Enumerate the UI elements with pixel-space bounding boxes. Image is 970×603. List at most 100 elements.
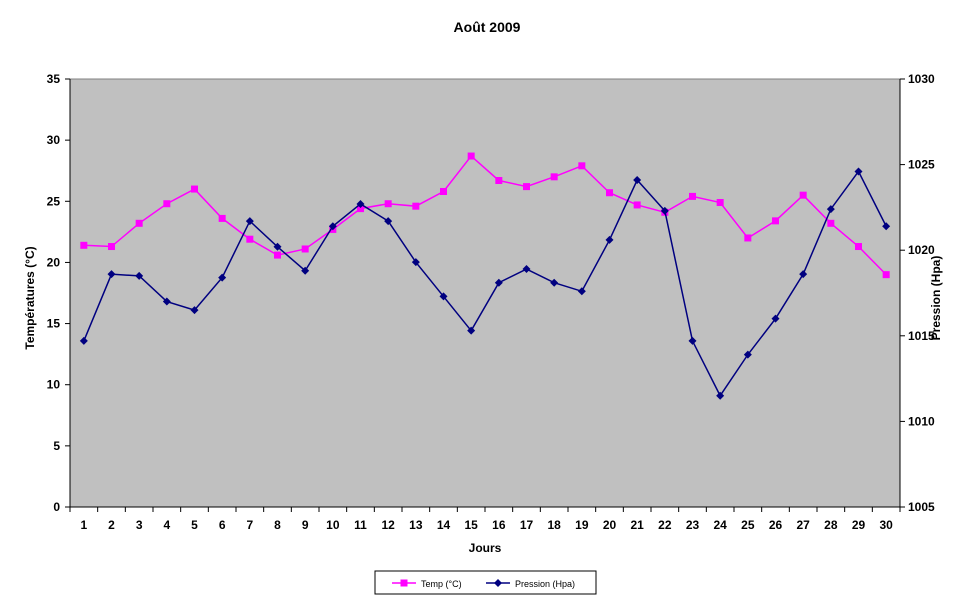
temp-point <box>135 219 143 227</box>
left-tick-label: 35 <box>47 72 61 86</box>
right-tick-label: 1020 <box>908 243 935 257</box>
pression-point <box>356 199 365 208</box>
right-axis: 1005 1010 1015 1020 1025 1030 <box>899 72 935 514</box>
x-tick-label: 2 <box>108 518 115 532</box>
temp-point <box>357 205 364 213</box>
pression-point <box>854 167 863 176</box>
right-tick-label: 1015 <box>908 329 935 343</box>
temp-point <box>218 214 226 222</box>
temp-point <box>855 243 862 251</box>
x-tick-label: 9 <box>302 518 309 532</box>
pression-point <box>577 287 586 296</box>
x-tick-label: 19 <box>575 518 589 532</box>
x-tick-label: 4 <box>163 518 170 532</box>
legend-marker-pression <box>494 579 502 587</box>
temp-point <box>799 191 807 199</box>
pression-point <box>190 306 199 315</box>
pression-point <box>633 176 642 185</box>
series-layer <box>79 152 891 400</box>
y-axis-left-title: Températures (°C) <box>23 246 37 349</box>
x-tick-label: 12 <box>381 518 395 532</box>
pression-point <box>467 326 476 335</box>
x-tick-label: 30 <box>879 518 893 532</box>
pression-point <box>550 278 559 287</box>
pression-point <box>660 206 669 215</box>
pression-point <box>384 217 393 226</box>
x-tick-label: 26 <box>769 518 783 532</box>
x-tick-label: 25 <box>741 518 755 532</box>
temp-point <box>108 243 115 251</box>
x-tick-label: 23 <box>686 518 700 532</box>
pression-point <box>162 297 171 306</box>
left-tick-label: 30 <box>47 133 61 147</box>
pression-point <box>882 222 891 231</box>
temp-point <box>163 200 171 208</box>
pression-point <box>522 265 531 274</box>
pression-point <box>273 242 282 251</box>
temp-point <box>246 235 254 243</box>
x-tick-label: 6 <box>219 518 226 532</box>
x-tick-label: 11 <box>354 518 367 532</box>
temp-point <box>827 219 835 227</box>
x-tick-label: 8 <box>274 518 281 532</box>
x-tick-label: 24 <box>713 518 727 532</box>
left-tick-label: 25 <box>47 194 61 208</box>
temp-point <box>495 176 503 184</box>
x-tick-label: 3 <box>136 518 143 532</box>
pression-point <box>79 336 88 345</box>
legend-box <box>374 570 597 595</box>
pression-point <box>494 278 503 287</box>
x-tick-label: 5 <box>191 518 198 532</box>
temp-point <box>716 199 724 207</box>
right-tick-label: 1005 <box>908 500 935 514</box>
temp-point <box>191 185 198 193</box>
chart-title: Août 2009 <box>454 19 521 35</box>
temp-point <box>80 241 88 249</box>
temp-point <box>689 192 696 200</box>
pression-point <box>771 314 780 323</box>
x-tick-label: 1 <box>80 518 87 532</box>
pression-point <box>716 391 725 400</box>
temp-point <box>440 188 447 196</box>
temp-point <box>578 162 586 170</box>
left-tick-label: 10 <box>47 378 61 392</box>
pression-point <box>218 273 227 282</box>
x-tick-label: 16 <box>492 518 506 532</box>
right-tick-label: 1030 <box>908 72 935 86</box>
pression-point <box>107 270 116 279</box>
x-tick-label: 15 <box>464 518 478 532</box>
temp-point <box>606 189 613 197</box>
x-tick-label: 22 <box>658 518 672 532</box>
pression-point <box>411 258 420 267</box>
left-tick-label: 15 <box>47 317 61 331</box>
x-tick-label: 27 <box>796 518 810 532</box>
temp-point <box>274 251 281 259</box>
x-tick-label: 10 <box>326 518 340 532</box>
pression-point <box>743 350 752 359</box>
x-tick-label: 18 <box>547 518 561 532</box>
temp-point <box>384 200 392 208</box>
right-tick-label: 1010 <box>908 414 935 428</box>
legend-marker-temp <box>400 579 408 587</box>
left-tick-label: 0 <box>53 500 60 514</box>
temp-point <box>467 152 475 160</box>
temp-point <box>412 202 420 210</box>
temp-point <box>772 217 779 225</box>
x-tick-label: 14 <box>437 518 451 532</box>
pression-point <box>439 292 448 301</box>
temp-point <box>744 234 752 242</box>
pression-point <box>328 222 337 231</box>
pression-point <box>245 217 254 226</box>
right-tick-label: 1025 <box>908 158 935 172</box>
pression-point <box>688 336 697 345</box>
legend: Temp (°C) Pression (Hpa) <box>374 570 597 595</box>
left-tick-label: 5 <box>53 439 60 453</box>
series-line-temp <box>83 154 887 276</box>
temp-point <box>523 183 530 191</box>
temp-point <box>301 245 309 253</box>
pression-point <box>605 235 614 244</box>
plot-area <box>69 78 901 508</box>
x-tick-label: 20 <box>603 518 617 532</box>
pression-point <box>135 271 144 280</box>
